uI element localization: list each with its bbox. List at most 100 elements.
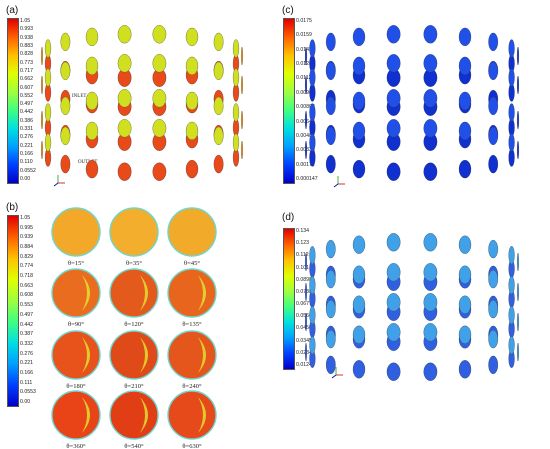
coil-a-cross-section bbox=[213, 32, 224, 52]
coil-c-cross-section bbox=[352, 56, 366, 76]
colorbar-c-tick: 0.0159 bbox=[296, 32, 312, 39]
cross-section-disc bbox=[167, 390, 217, 440]
coil-c-cross-section bbox=[325, 32, 336, 52]
colorbar-c-tick: 0.00172 bbox=[296, 161, 315, 168]
coil-d-cross-section bbox=[508, 276, 515, 295]
colorbar-b-tick: 0.332 bbox=[20, 340, 33, 347]
coil-d-cross-section bbox=[423, 362, 438, 381]
cross-section-disc bbox=[109, 207, 159, 257]
coil-a-cross-section bbox=[117, 162, 132, 181]
colorbar-a-tick: 0.331 bbox=[20, 126, 33, 133]
colorbar-c-tick: 0.00487 bbox=[296, 132, 315, 139]
coil-a-cross-section bbox=[44, 39, 52, 58]
coil-c-cross-section bbox=[386, 119, 401, 138]
coil-a-cross-section bbox=[213, 126, 224, 146]
angle-label: θ=360° bbox=[66, 443, 86, 449]
coil-d-cross-section bbox=[458, 360, 472, 379]
coil-a-cross-section bbox=[85, 91, 99, 111]
coil-d-cross-section bbox=[386, 263, 401, 282]
coil-d-cross-section bbox=[508, 306, 515, 325]
coil-a-cross-section bbox=[152, 119, 167, 138]
coil-d-cross-section bbox=[488, 299, 499, 319]
angle-label: θ=240° bbox=[182, 383, 202, 390]
cross-section-disc bbox=[109, 330, 159, 380]
coil-d-cross-section bbox=[517, 312, 519, 332]
coil-a-cross-section bbox=[85, 56, 99, 76]
inlet-label: INLET bbox=[72, 94, 86, 99]
axis-triad-a-icon bbox=[53, 175, 65, 187]
coil-a-cross-section bbox=[152, 25, 167, 44]
coil-d-cross-section bbox=[517, 252, 519, 272]
coil-d-cross-section bbox=[325, 329, 336, 349]
colorbar-b-tick: 0.0553 bbox=[20, 389, 36, 396]
coil-c-cross-section bbox=[305, 75, 307, 95]
colorbar-c-tick: 0.000147 bbox=[296, 176, 318, 182]
coil-c-cross-section bbox=[325, 154, 336, 174]
colorbar-d-tick: 0.0566 bbox=[296, 313, 312, 320]
coil-a-cross-section bbox=[60, 32, 71, 52]
coil-d-cross-section bbox=[488, 355, 499, 375]
coil-a-cross-section bbox=[117, 25, 132, 44]
coil-c-cross-section bbox=[352, 159, 366, 179]
coil-c-cross-section bbox=[325, 126, 336, 146]
angle-label: θ=45° bbox=[184, 260, 200, 267]
coil-a-cross-section bbox=[85, 121, 99, 141]
colorbar-b-tick: 0.939 bbox=[20, 234, 33, 241]
cross-section-disc bbox=[51, 207, 101, 257]
colorbar-a-tick: 0.442 bbox=[20, 109, 33, 116]
colorbar-a-tick: 0.221 bbox=[20, 142, 33, 149]
coil-c-cross-section bbox=[508, 133, 515, 152]
angle-label: θ=180° bbox=[66, 383, 86, 390]
colorbar-b-tick: 0.497 bbox=[20, 311, 33, 318]
coil-a-cross-section bbox=[117, 89, 132, 108]
colorbar-d-tick: 0.134 bbox=[296, 228, 309, 234]
coil-d-cross-section bbox=[352, 295, 366, 314]
coil-c-cross-section bbox=[508, 103, 515, 122]
colorbar-b-tick: 0.718 bbox=[20, 273, 33, 280]
colorbar-d-tick: 0.0456 bbox=[296, 325, 312, 332]
colorbar-b-tick: 0.829 bbox=[20, 253, 33, 260]
coil-a-cross-section bbox=[213, 96, 224, 116]
cross-section-low-region bbox=[140, 337, 148, 373]
coil-d-cross-section bbox=[386, 233, 401, 252]
colorbar-a-tick: 0.00 bbox=[20, 176, 31, 182]
colorbar-d bbox=[283, 228, 295, 370]
axis-triad-c-icon bbox=[333, 176, 345, 188]
coil-d-cross-section bbox=[305, 282, 307, 302]
coil-a-cross-section bbox=[41, 140, 43, 160]
cross-section-disc bbox=[167, 207, 217, 257]
coil-d-cross-section bbox=[458, 235, 472, 254]
panel-a-label: (a) bbox=[6, 5, 19, 16]
coil-d-cross-section bbox=[309, 246, 316, 265]
colorbar-c-tick: 0.0128 bbox=[296, 61, 312, 68]
angle-label: θ=210° bbox=[124, 383, 144, 390]
coil-d-cross-section bbox=[305, 342, 307, 362]
colorbar-d-tick: 0.101 bbox=[296, 264, 309, 271]
colorbar-a-tick: 0.773 bbox=[20, 59, 33, 66]
cross-section-low-region bbox=[198, 337, 206, 373]
colorbar-d-tick: 0.0677 bbox=[296, 301, 312, 308]
coil-c-cross-section bbox=[305, 140, 307, 160]
colorbar-b-tick: 0.166 bbox=[20, 369, 33, 376]
coil-d-cross-section bbox=[309, 276, 316, 295]
coil-d-cross-section bbox=[508, 246, 515, 265]
coil-a-cross-section bbox=[185, 27, 199, 47]
colorbar-a bbox=[7, 18, 19, 184]
coil-d-cross-section bbox=[352, 325, 366, 344]
coil-c-cross-section bbox=[508, 39, 515, 58]
coil-d-cross-section bbox=[386, 362, 401, 381]
coil-d-cross-section bbox=[508, 336, 515, 355]
coil-a-cross-section bbox=[185, 159, 199, 179]
colorbar-a-tick: 0.662 bbox=[20, 76, 33, 83]
coil-a-cross-section bbox=[41, 110, 43, 130]
coil-a-cross-section bbox=[185, 121, 199, 141]
coil-a-cross-section bbox=[41, 75, 43, 95]
colorbar-b-tick: 0.995 bbox=[20, 224, 33, 231]
coil-d-cross-section bbox=[488, 329, 499, 349]
coil-a-cross-section bbox=[60, 154, 71, 174]
coil-d-cross-section bbox=[423, 293, 438, 312]
angle-label: θ=15° bbox=[68, 260, 84, 267]
coil-c-cross-section bbox=[517, 75, 519, 95]
